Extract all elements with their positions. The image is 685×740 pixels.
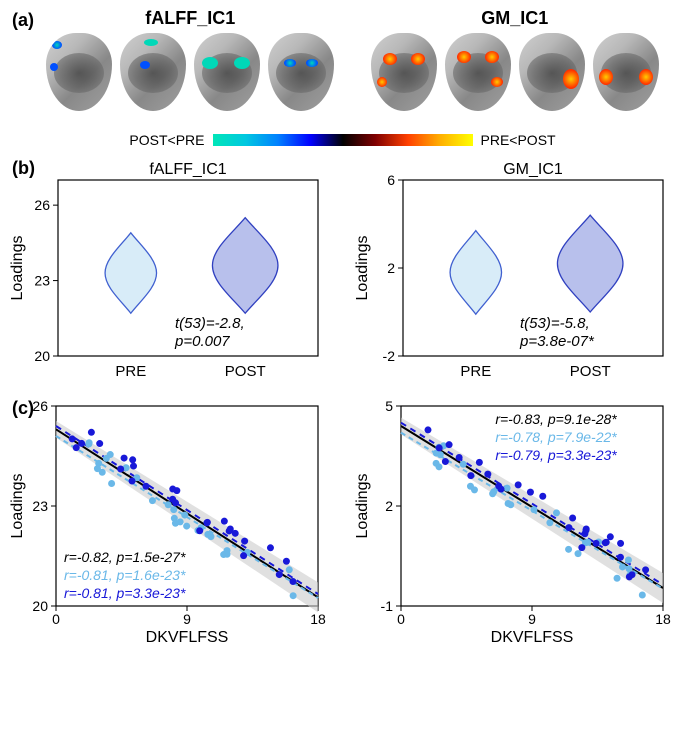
svg-text:p=0.007: p=0.007 [174,333,230,350]
svg-text:p=3.8e-07*: p=3.8e-07* [519,333,595,350]
svg-text:r=-0.79, p=3.3e-23*: r=-0.79, p=3.3e-23* [495,447,617,463]
brain-row-right [368,31,662,113]
svg-text:r=-0.83, p=9.1e-28*: r=-0.83, p=9.1e-28* [495,411,617,427]
svg-text:POST: POST [225,363,266,380]
svg-text:t(53)=-5.8,: t(53)=-5.8, [520,315,590,332]
svg-text:r=-0.81, p=3.3e-23*: r=-0.81, p=3.3e-23* [64,585,186,601]
svg-text:20: 20 [32,598,48,614]
brain-title-left: fALFF_IC1 [145,8,235,29]
violin-chart-left: fALFF_IC1 20 23 26 Loadings PRE POST t(53)=-2.8… [8,156,333,386]
svg-text:r=-0.82, p=1.5e-27*: r=-0.82, p=1.5e-27* [64,549,186,565]
svg-text:Loadings: Loadings [9,474,26,539]
svg-text:0: 0 [52,611,60,627]
colorbar-left-label: POST<PRE [129,132,204,148]
svg-text:18: 18 [655,611,671,627]
colorbar-right-label: PRE<POST [481,132,556,148]
panel-b: (b) fALFF_IC1202326LoadingsPREPOSTt(53)=… [8,156,677,386]
svg-text:Loadings: Loadings [354,236,371,301]
scatter-chart-left: 0 9 18 20 23 26 Loadings DKVFLFSS r=-0.82, p=1.5… [8,396,333,646]
svg-text:DKVFLFSS: DKVFLFSS [146,629,229,646]
svg-text:t(53)=-2.8,: t(53)=-2.8, [175,315,245,332]
svg-text:20: 20 [34,348,50,364]
svg-text:5: 5 [385,398,393,414]
svg-text:23: 23 [32,498,48,514]
svg-text:Loadings: Loadings [9,236,26,301]
panel-a-label: (a) [12,10,34,31]
svg-text:r=-0.78, p=7.9e-22*: r=-0.78, p=7.9e-22* [495,429,617,445]
svg-text:0: 0 [397,611,405,627]
svg-text:23: 23 [34,273,50,289]
svg-text:DKVFLFSS: DKVFLFSS [490,629,573,646]
scatter-chart-right: 0 9 18 -1 2 5 Loadings DKVFLFSS r=-0.83, p=9.1e-… [353,396,678,646]
svg-text:-1: -1 [380,598,393,614]
brain-row-left [43,31,337,113]
svg-text:9: 9 [528,611,536,627]
svg-text:2: 2 [387,260,395,276]
svg-text:26: 26 [34,197,50,213]
svg-text:26: 26 [32,398,48,414]
svg-text:r=-0.81, p=1.6e-23*: r=-0.81, p=1.6e-23* [64,567,186,583]
brain-group-left: fALFF_IC1 [28,8,353,128]
svg-text:POST: POST [569,363,610,380]
brain-group-right: GM_IC1 [353,8,678,128]
panel-c: (c) 0918202326LoadingsDKVFLFSSr=-0.82, p… [8,396,677,646]
panel-a: (a) fALFF_IC1 GM_IC1 [8,8,677,128]
colorbar [213,134,473,146]
colorbar-row: POST<PRE PRE<POST [8,132,677,148]
svg-text:PRE: PRE [460,363,491,380]
svg-text:-2: -2 [382,348,395,364]
figure: (a) fALFF_IC1 GM_IC1 POST<PRE PRE<POST (… [8,8,677,646]
svg-text:GM_IC1: GM_IC1 [503,161,563,178]
violin-chart-right: GM_IC1 -2 2 6 Loadings PRE POST t(53)=-5.8,p=3.… [353,156,678,386]
svg-text:18: 18 [310,611,326,627]
svg-text:2: 2 [385,498,393,514]
brain-title-right: GM_IC1 [481,8,548,29]
svg-text:Loadings: Loadings [354,474,371,539]
svg-text:9: 9 [183,611,191,627]
svg-text:PRE: PRE [115,363,146,380]
svg-text:6: 6 [387,172,395,188]
svg-text:fALFF_IC1: fALFF_IC1 [149,161,226,178]
